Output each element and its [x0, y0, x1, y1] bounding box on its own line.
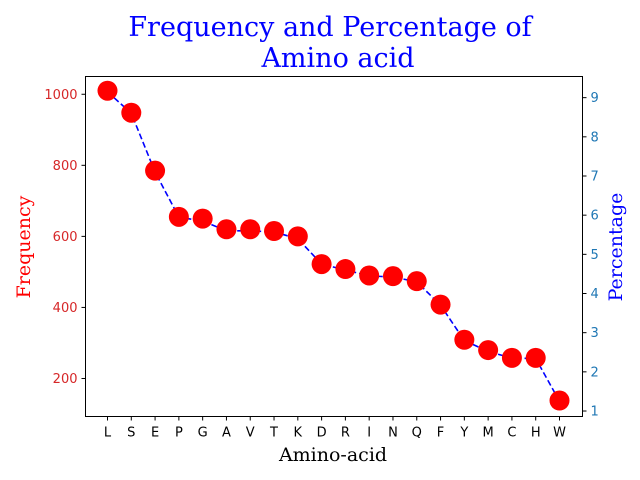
x-tick-label: I: [367, 426, 371, 441]
plot-area-frame: [85, 76, 583, 417]
x-tick-label: G: [198, 426, 208, 441]
frequency-point: [382, 266, 403, 287]
x-tick-label: S: [127, 426, 135, 441]
frequency-point: [216, 219, 237, 240]
x-tick-label: K: [294, 426, 303, 441]
frequency-point: [549, 390, 570, 411]
left-y-tick-label: 1000: [44, 88, 77, 103]
frequency-point: [335, 259, 356, 280]
x-tick-label: C: [507, 426, 516, 441]
frequency-point: [406, 271, 427, 292]
right-y-tick-label: 8: [591, 130, 599, 145]
x-tick-label: M: [483, 426, 494, 441]
x-tick-label: H: [531, 426, 541, 441]
left-y-tick-label: 800: [53, 159, 78, 174]
frequency-point: [240, 219, 261, 240]
x-tick-label: R: [341, 426, 350, 441]
x-tick-label: T: [269, 426, 278, 441]
right-y-axis-ticks: 1 2 3 4 5 6 7 8 9: [582, 91, 599, 420]
left-y-axis-ticks: 200 400 600 800 1000: [44, 88, 86, 387]
frequency-point: [501, 347, 522, 368]
frequency-point: [264, 221, 285, 242]
right-y-tick-label: 4: [591, 287, 599, 302]
frequency-point: [478, 340, 499, 361]
chart-title-line-1: Frequency and Percentage of: [128, 12, 533, 43]
x-tick-label: V: [246, 426, 255, 441]
frequency-point: [145, 160, 166, 181]
x-tick-label: F: [437, 426, 444, 441]
frequency-point: [430, 294, 451, 315]
frequency-point: [121, 102, 142, 123]
x-tick-label: Q: [412, 426, 422, 441]
right-y-tick-label: 3: [591, 326, 599, 341]
chart-title-line-2: Amino acid: [260, 43, 414, 74]
frequency-point: [97, 80, 118, 101]
frequency-point: [525, 347, 546, 368]
frequency-point: [287, 226, 308, 247]
frequency-series: [97, 80, 570, 411]
left-y-tick-label: 200: [53, 372, 78, 387]
right-y-tick-label: 1: [591, 405, 599, 420]
x-tick-label: W: [553, 426, 566, 441]
x-tick-label: P: [175, 426, 183, 441]
right-y-axis-label: Percentage: [605, 193, 627, 302]
right-y-tick-label: 7: [591, 169, 599, 184]
right-y-tick-label: 2: [591, 365, 599, 380]
x-tick-label: E: [151, 426, 159, 441]
x-axis-label: Amino-acid: [278, 444, 387, 466]
x-tick-label: L: [104, 426, 112, 441]
x-tick-label: N: [388, 426, 398, 441]
x-tick-label: A: [222, 426, 231, 441]
left-y-tick-label: 400: [53, 301, 78, 316]
frequency-point: [168, 206, 189, 227]
frequency-point: [454, 329, 475, 350]
left-y-axis-label: Frequency: [13, 195, 35, 298]
frequency-point: [359, 265, 380, 286]
frequency-point: [311, 254, 332, 275]
right-y-tick-label: 5: [591, 248, 599, 263]
right-y-tick-label: 9: [591, 91, 599, 106]
x-tick-label: Y: [459, 426, 468, 441]
frequency-point: [192, 208, 213, 229]
right-y-tick-label: 6: [591, 209, 599, 224]
left-y-tick-label: 600: [53, 230, 78, 245]
x-tick-label: D: [317, 426, 327, 441]
